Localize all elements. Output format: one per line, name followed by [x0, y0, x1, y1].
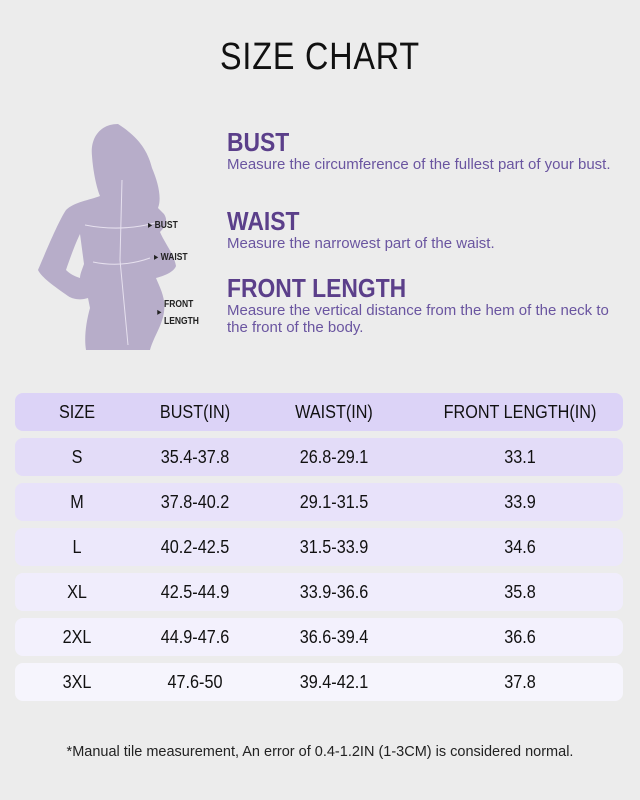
table-header-row: SIZE BUST(IN) WAIST(IN) FRONT LENGTH(IN): [15, 393, 623, 431]
table-cell: L: [72, 536, 82, 557]
figure-label-waist: ▸ WAIST: [154, 252, 188, 263]
table-cell: 39.4-42.1: [299, 671, 369, 692]
silhouette-icon: [38, 124, 176, 350]
measurement-front-length: FRONT LENGTH Measure the vertical distan…: [227, 274, 617, 336]
table-cell: 33.1: [504, 446, 536, 467]
table-cell: 33.9-36.6: [299, 581, 369, 602]
header-cell: FRONT LENGTH(IN): [443, 401, 597, 422]
table-cell: 31.5-33.9: [299, 536, 369, 557]
table-cell: 3XL: [62, 671, 92, 692]
measurement-heading: BUST: [227, 127, 290, 157]
table-cell: 35.8: [504, 581, 536, 602]
table-row: 2XL 44.9-47.6 36.6-39.4 36.6: [15, 618, 623, 656]
table-cell: 36.6: [504, 626, 536, 647]
table-row: S 35.4-37.8 26.8-29.1 33.1: [15, 438, 623, 476]
table-cell: 33.9: [504, 491, 536, 512]
measurement-heading: FRONT LENGTH: [227, 273, 407, 303]
table-row: L 40.2-42.5 31.5-33.9 34.6: [15, 528, 623, 566]
table-cell: 47.6-50: [167, 671, 223, 692]
table-cell: M: [70, 491, 84, 512]
figure-label-front-length: ▸ FRONT LENGTH: [157, 299, 199, 327]
table-cell: 44.9-47.6: [160, 626, 230, 647]
table-row: 3XL 47.6-50 39.4-42.1 37.8: [15, 663, 623, 701]
size-table: SIZE BUST(IN) WAIST(IN) FRONT LENGTH(IN)…: [15, 393, 623, 708]
table-row: M 37.8-40.2 29.1-31.5 33.9: [15, 483, 623, 521]
measurement-bust: BUST Measure the circumference of the fu…: [227, 128, 617, 173]
table-cell: 42.5-44.9: [160, 581, 230, 602]
measurement-text: Measure the narrowest part of the waist.: [227, 235, 495, 252]
header-cell: BUST(IN): [159, 401, 231, 422]
measurement-heading: WAIST: [227, 206, 300, 236]
footnote: *Manual tile measurement, An error of 0.…: [66, 744, 574, 760]
measurement-waist: WAIST Measure the narrowest part of the …: [227, 207, 617, 252]
table-cell: 35.4-37.8: [160, 446, 230, 467]
table-row: XL 42.5-44.9 33.9-36.6 35.8: [15, 573, 623, 611]
table-cell: XL: [67, 581, 87, 602]
table-cell: 26.8-29.1: [299, 446, 369, 467]
page-title: SIZE CHART: [220, 36, 420, 78]
measurement-text: Measure the vertical distance from the h…: [227, 302, 609, 336]
table-cell: 37.8-40.2: [160, 491, 230, 512]
table-cell: 2XL: [62, 626, 92, 647]
figure-label-bust: ▸ BUST: [148, 220, 178, 231]
body-silhouette-figure: ▸ BUST ▸ WAIST ▸ FRONT LENGTH: [30, 120, 220, 350]
table-cell: S: [71, 446, 83, 467]
header-cell: SIZE: [58, 401, 95, 422]
measurement-text: Measure the circumference of the fullest…: [227, 156, 611, 173]
table-cell: 29.1-31.5: [299, 491, 369, 512]
table-cell: 40.2-42.5: [160, 536, 230, 557]
table-cell: 34.6: [504, 536, 536, 557]
table-cell: 36.6-39.4: [299, 626, 369, 647]
table-cell: 37.8: [504, 671, 536, 692]
header-cell: WAIST(IN): [295, 401, 373, 422]
